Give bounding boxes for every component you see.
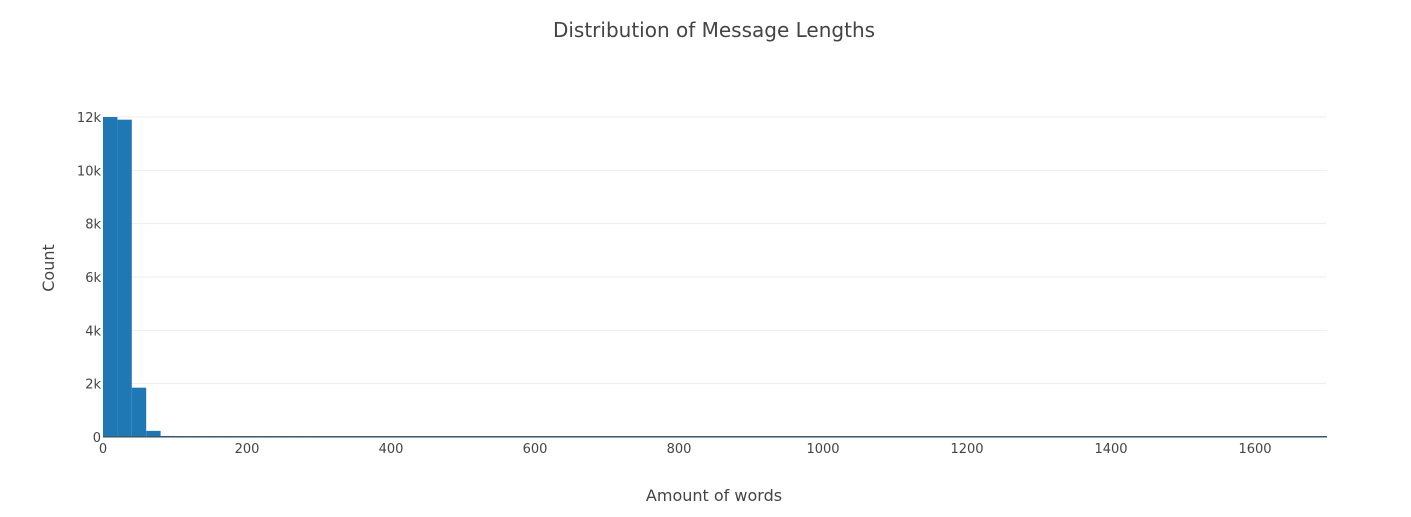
histogram-bar	[160, 435, 175, 437]
x-tick-label: 600	[523, 442, 548, 457]
y-tick-label: 2k	[85, 378, 101, 393]
x-tick-label: 0	[99, 442, 107, 457]
x-tick-label: 400	[379, 442, 404, 457]
y-axis-ticks: 0 2k 4k 6k 8k 10k 12k	[77, 111, 102, 446]
histogram-bar	[131, 387, 147, 437]
grid-lines	[103, 116, 1327, 385]
y-axis-title: Count	[39, 244, 58, 292]
x-tick-label: 200	[235, 442, 260, 457]
x-tick-label: 1200	[950, 442, 983, 457]
x-axis-ticks: 0 200 400 600 800 1000 1200 1400 1600	[99, 442, 1272, 457]
histogram-bar	[146, 430, 161, 437]
y-tick-label: 12k	[77, 111, 102, 126]
y-tick-label: 0	[93, 431, 101, 446]
x-tick-label: 1600	[1238, 442, 1271, 457]
x-tick-label: 800	[667, 442, 692, 457]
histogram-bar	[103, 117, 118, 437]
y-tick-label: 4k	[85, 324, 101, 339]
x-axis-title: Amount of words	[646, 486, 782, 505]
x-tick-label: 1400	[1094, 442, 1127, 457]
chart-title: Distribution of Message Lengths	[553, 18, 875, 42]
y-tick-label: 10k	[77, 164, 102, 179]
histogram-bar	[117, 119, 132, 438]
x-tick-label: 1000	[806, 442, 839, 457]
y-tick-label: 6k	[85, 271, 101, 286]
y-tick-label: 8k	[85, 218, 101, 233]
